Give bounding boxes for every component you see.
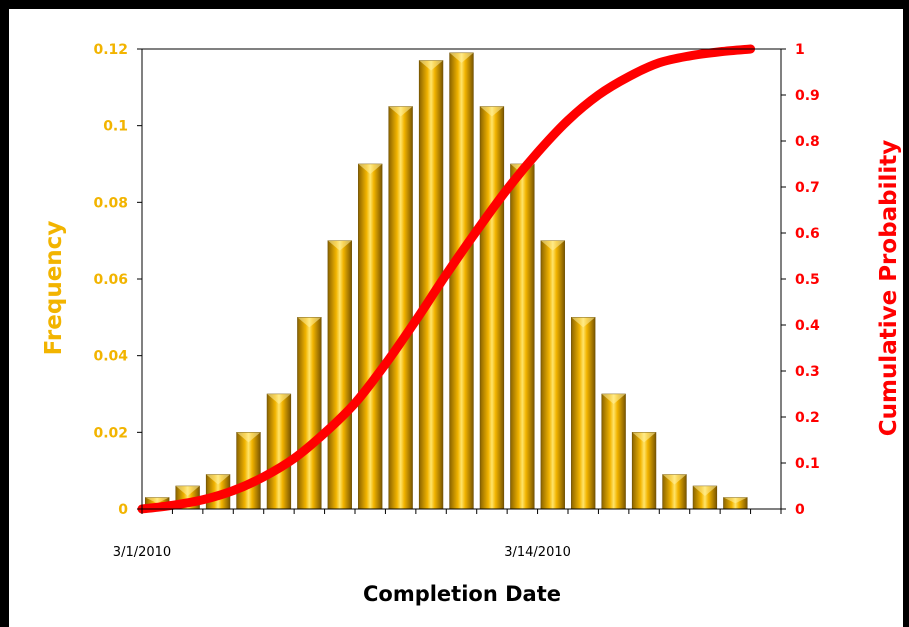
right-tick-label: 0 <box>795 502 805 518</box>
bar <box>358 163 383 510</box>
right-tick-label: 0.5 <box>795 272 820 288</box>
left-axis-title: Frequency <box>41 221 67 356</box>
bar <box>236 432 261 510</box>
bar-bevel <box>175 486 200 496</box>
left-tick-label: 0.08 <box>93 195 128 211</box>
right-tick-label: 0.8 <box>795 134 820 150</box>
x-axis-title: Completion Date <box>363 582 561 606</box>
left-tick-label: 0.04 <box>93 349 128 365</box>
tick-labels: 0 0.02 0.04 0.06 0.08 0.1 0.12 0 0.1 0.2 0.3 0.4 0.5… <box>93 42 820 560</box>
right-tick-label: 0.6 <box>795 226 820 242</box>
bar <box>540 240 565 510</box>
bar <box>327 240 352 510</box>
chart: 0 0.02 0.04 0.06 0.08 0.1 0.12 0 0.1 0.2 0.3 0.4 0.5… <box>41 42 902 606</box>
bar-bevel <box>662 474 687 485</box>
right-tick-label: 0.4 <box>795 318 820 334</box>
bar <box>510 163 535 510</box>
bar <box>388 106 413 510</box>
left-tick-label: 0.02 <box>93 425 128 441</box>
bar-bevel <box>632 432 656 443</box>
bar-bevel <box>236 432 261 443</box>
axes <box>137 48 786 514</box>
bar-series <box>145 52 748 510</box>
bar <box>601 393 626 510</box>
left-tick-label: 0.1 <box>103 119 128 135</box>
right-tick-label: 1 <box>795 42 805 58</box>
bar-bevel <box>449 52 474 63</box>
right-tick-label: 0.9 <box>795 88 820 104</box>
left-tick-label: 0 <box>118 502 128 518</box>
cumulative-probability-line <box>137 44 756 514</box>
bar <box>631 432 657 510</box>
right-axis-title: Cumulative Probability <box>876 140 902 437</box>
right-tick-label: 0.7 <box>795 180 820 196</box>
bar-bevel <box>388 106 413 117</box>
x-tick-label: 3/14/2010 <box>504 545 571 560</box>
right-tick-label: 0.2 <box>795 410 820 426</box>
bar <box>266 393 292 510</box>
bar-bevel <box>145 497 170 504</box>
x-tick-label: 3/1/2010 <box>113 545 171 560</box>
bar-bevel <box>480 106 504 117</box>
chart-frame: 0 0.02 0.04 0.06 0.08 0.1 0.12 0 0.1 0.2 0.3 0.4 0.5… <box>9 9 903 627</box>
bar <box>571 317 596 510</box>
bar-bevel <box>540 240 565 251</box>
bar-bevel <box>723 497 748 504</box>
bar-bevel <box>601 394 626 404</box>
bar-bevel <box>267 394 291 404</box>
right-tick-label: 0.3 <box>795 364 820 380</box>
left-tick-label: 0.06 <box>93 272 128 288</box>
bar-bevel <box>693 486 717 496</box>
bar-bevel <box>571 317 596 328</box>
bar-bevel <box>297 317 322 328</box>
bar-bevel <box>206 474 230 485</box>
bar <box>297 317 322 510</box>
bar-bevel <box>327 240 352 251</box>
bar <box>479 106 505 510</box>
bar <box>449 52 474 510</box>
line-series <box>137 44 756 514</box>
bar-bevel <box>419 60 443 71</box>
bar-bevel <box>358 164 383 174</box>
right-tick-label: 0.1 <box>795 456 820 472</box>
left-tick-label: 0.12 <box>93 42 128 58</box>
